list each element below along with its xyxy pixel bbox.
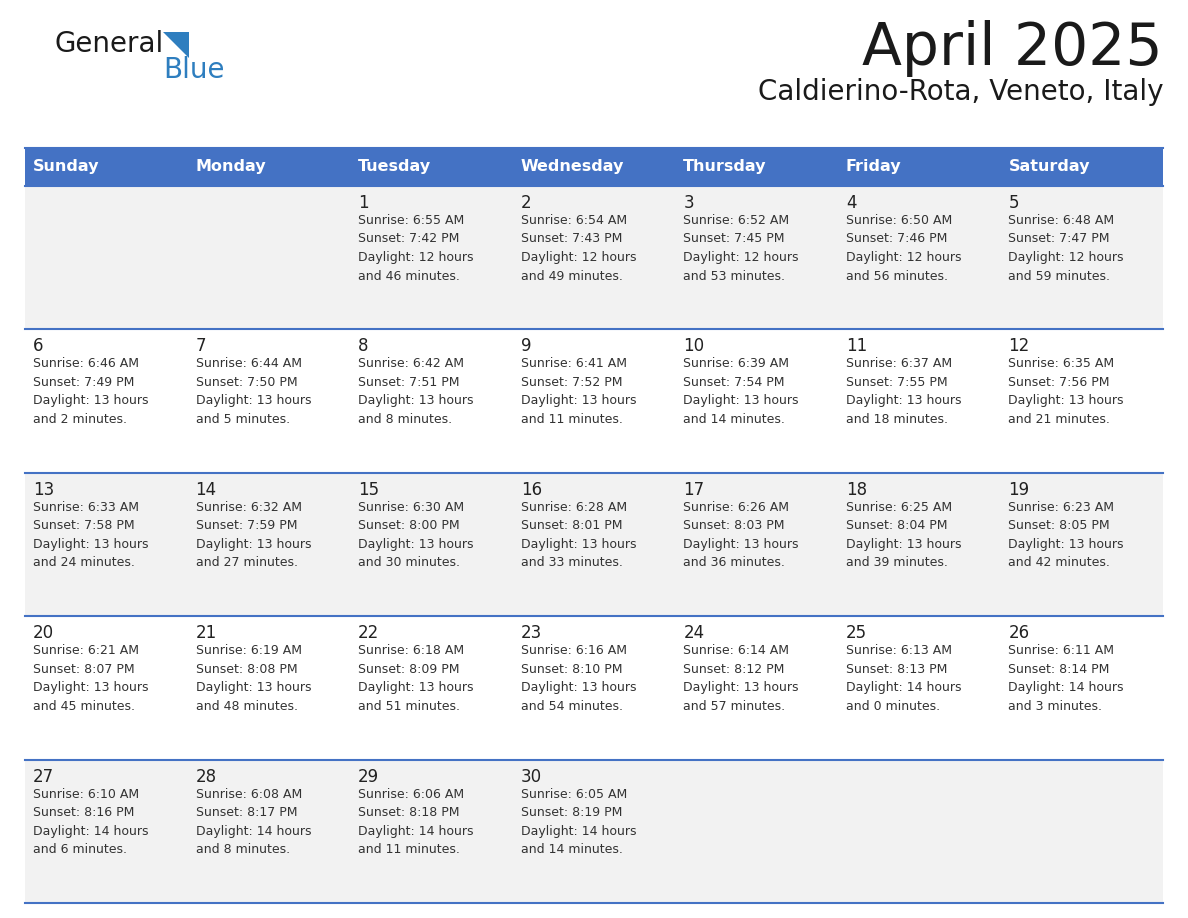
Text: Sunrise: 6:35 AM
Sunset: 7:56 PM
Daylight: 13 hours
and 21 minutes.: Sunrise: 6:35 AM Sunset: 7:56 PM Dayligh… <box>1009 357 1124 426</box>
Bar <box>25 616 1163 759</box>
Text: 25: 25 <box>846 624 867 643</box>
Text: Blue: Blue <box>163 56 225 84</box>
Text: 28: 28 <box>196 767 216 786</box>
Text: Sunrise: 6:19 AM
Sunset: 8:08 PM
Daylight: 13 hours
and 48 minutes.: Sunrise: 6:19 AM Sunset: 8:08 PM Dayligh… <box>196 644 311 712</box>
Text: Sunrise: 6:18 AM
Sunset: 8:09 PM
Daylight: 13 hours
and 51 minutes.: Sunrise: 6:18 AM Sunset: 8:09 PM Dayligh… <box>358 644 474 712</box>
Text: 4: 4 <box>846 194 857 212</box>
Text: 24: 24 <box>683 624 704 643</box>
Text: Sunrise: 6:13 AM
Sunset: 8:13 PM
Daylight: 14 hours
and 0 minutes.: Sunrise: 6:13 AM Sunset: 8:13 PM Dayligh… <box>846 644 961 712</box>
Text: 27: 27 <box>33 767 55 786</box>
Text: 2: 2 <box>520 194 531 212</box>
Text: Sunrise: 6:42 AM
Sunset: 7:51 PM
Daylight: 13 hours
and 8 minutes.: Sunrise: 6:42 AM Sunset: 7:51 PM Dayligh… <box>358 357 474 426</box>
Text: Sunrise: 6:33 AM
Sunset: 7:58 PM
Daylight: 13 hours
and 24 minutes.: Sunrise: 6:33 AM Sunset: 7:58 PM Dayligh… <box>33 501 148 569</box>
Text: Sunrise: 6:55 AM
Sunset: 7:42 PM
Daylight: 12 hours
and 46 minutes.: Sunrise: 6:55 AM Sunset: 7:42 PM Dayligh… <box>358 214 474 283</box>
Text: 8: 8 <box>358 338 368 355</box>
Text: Sunrise: 6:26 AM
Sunset: 8:03 PM
Daylight: 13 hours
and 36 minutes.: Sunrise: 6:26 AM Sunset: 8:03 PM Dayligh… <box>683 501 798 569</box>
Text: 5: 5 <box>1009 194 1019 212</box>
Text: Sunrise: 6:14 AM
Sunset: 8:12 PM
Daylight: 13 hours
and 57 minutes.: Sunrise: 6:14 AM Sunset: 8:12 PM Dayligh… <box>683 644 798 712</box>
Text: General: General <box>55 30 164 58</box>
Text: Sunrise: 6:44 AM
Sunset: 7:50 PM
Daylight: 13 hours
and 5 minutes.: Sunrise: 6:44 AM Sunset: 7:50 PM Dayligh… <box>196 357 311 426</box>
Text: Tuesday: Tuesday <box>358 160 431 174</box>
Text: 9: 9 <box>520 338 531 355</box>
Text: Sunrise: 6:08 AM
Sunset: 8:17 PM
Daylight: 14 hours
and 8 minutes.: Sunrise: 6:08 AM Sunset: 8:17 PM Dayligh… <box>196 788 311 856</box>
Text: Sunrise: 6:05 AM
Sunset: 8:19 PM
Daylight: 14 hours
and 14 minutes.: Sunrise: 6:05 AM Sunset: 8:19 PM Dayligh… <box>520 788 637 856</box>
Text: Sunrise: 6:46 AM
Sunset: 7:49 PM
Daylight: 13 hours
and 2 minutes.: Sunrise: 6:46 AM Sunset: 7:49 PM Dayligh… <box>33 357 148 426</box>
Text: 12: 12 <box>1009 338 1030 355</box>
Text: 7: 7 <box>196 338 206 355</box>
Polygon shape <box>163 32 189 58</box>
Text: Sunrise: 6:30 AM
Sunset: 8:00 PM
Daylight: 13 hours
and 30 minutes.: Sunrise: 6:30 AM Sunset: 8:00 PM Dayligh… <box>358 501 474 569</box>
Bar <box>25 473 1163 616</box>
Bar <box>25 330 1163 473</box>
Text: 21: 21 <box>196 624 217 643</box>
Text: Sunrise: 6:10 AM
Sunset: 8:16 PM
Daylight: 14 hours
and 6 minutes.: Sunrise: 6:10 AM Sunset: 8:16 PM Dayligh… <box>33 788 148 856</box>
Text: April 2025: April 2025 <box>862 20 1163 77</box>
Text: Sunrise: 6:25 AM
Sunset: 8:04 PM
Daylight: 13 hours
and 39 minutes.: Sunrise: 6:25 AM Sunset: 8:04 PM Dayligh… <box>846 501 961 569</box>
Text: 18: 18 <box>846 481 867 498</box>
Text: Sunrise: 6:41 AM
Sunset: 7:52 PM
Daylight: 13 hours
and 11 minutes.: Sunrise: 6:41 AM Sunset: 7:52 PM Dayligh… <box>520 357 637 426</box>
Text: 20: 20 <box>33 624 55 643</box>
Text: 10: 10 <box>683 338 704 355</box>
Text: 30: 30 <box>520 767 542 786</box>
Text: 17: 17 <box>683 481 704 498</box>
Text: 29: 29 <box>358 767 379 786</box>
Bar <box>25 759 1163 903</box>
Text: Sunrise: 6:32 AM
Sunset: 7:59 PM
Daylight: 13 hours
and 27 minutes.: Sunrise: 6:32 AM Sunset: 7:59 PM Dayligh… <box>196 501 311 569</box>
Text: Sunrise: 6:50 AM
Sunset: 7:46 PM
Daylight: 12 hours
and 56 minutes.: Sunrise: 6:50 AM Sunset: 7:46 PM Dayligh… <box>846 214 961 283</box>
Text: Monday: Monday <box>196 160 266 174</box>
Text: Sunrise: 6:48 AM
Sunset: 7:47 PM
Daylight: 12 hours
and 59 minutes.: Sunrise: 6:48 AM Sunset: 7:47 PM Dayligh… <box>1009 214 1124 283</box>
Text: 26: 26 <box>1009 624 1030 643</box>
Text: Caldierino-Rota, Veneto, Italy: Caldierino-Rota, Veneto, Italy <box>758 78 1163 106</box>
Text: 6: 6 <box>33 338 44 355</box>
Text: Sunrise: 6:37 AM
Sunset: 7:55 PM
Daylight: 13 hours
and 18 minutes.: Sunrise: 6:37 AM Sunset: 7:55 PM Dayligh… <box>846 357 961 426</box>
Text: Sunrise: 6:54 AM
Sunset: 7:43 PM
Daylight: 12 hours
and 49 minutes.: Sunrise: 6:54 AM Sunset: 7:43 PM Dayligh… <box>520 214 637 283</box>
Text: 14: 14 <box>196 481 216 498</box>
Text: Sunrise: 6:52 AM
Sunset: 7:45 PM
Daylight: 12 hours
and 53 minutes.: Sunrise: 6:52 AM Sunset: 7:45 PM Dayligh… <box>683 214 798 283</box>
Text: Sunrise: 6:28 AM
Sunset: 8:01 PM
Daylight: 13 hours
and 33 minutes.: Sunrise: 6:28 AM Sunset: 8:01 PM Dayligh… <box>520 501 637 569</box>
Text: Sunday: Sunday <box>33 160 100 174</box>
Text: Sunrise: 6:11 AM
Sunset: 8:14 PM
Daylight: 14 hours
and 3 minutes.: Sunrise: 6:11 AM Sunset: 8:14 PM Dayligh… <box>1009 644 1124 712</box>
Text: 11: 11 <box>846 338 867 355</box>
Text: 16: 16 <box>520 481 542 498</box>
Text: Saturday: Saturday <box>1009 160 1089 174</box>
Text: 23: 23 <box>520 624 542 643</box>
Text: 1: 1 <box>358 194 368 212</box>
Text: Thursday: Thursday <box>683 160 766 174</box>
Text: 13: 13 <box>33 481 55 498</box>
Text: Sunrise: 6:21 AM
Sunset: 8:07 PM
Daylight: 13 hours
and 45 minutes.: Sunrise: 6:21 AM Sunset: 8:07 PM Dayligh… <box>33 644 148 712</box>
Text: Sunrise: 6:16 AM
Sunset: 8:10 PM
Daylight: 13 hours
and 54 minutes.: Sunrise: 6:16 AM Sunset: 8:10 PM Dayligh… <box>520 644 637 712</box>
Text: Sunrise: 6:23 AM
Sunset: 8:05 PM
Daylight: 13 hours
and 42 minutes.: Sunrise: 6:23 AM Sunset: 8:05 PM Dayligh… <box>1009 501 1124 569</box>
Bar <box>25 186 1163 330</box>
Text: Sunrise: 6:06 AM
Sunset: 8:18 PM
Daylight: 14 hours
and 11 minutes.: Sunrise: 6:06 AM Sunset: 8:18 PM Dayligh… <box>358 788 474 856</box>
Text: 19: 19 <box>1009 481 1030 498</box>
Text: Sunrise: 6:39 AM
Sunset: 7:54 PM
Daylight: 13 hours
and 14 minutes.: Sunrise: 6:39 AM Sunset: 7:54 PM Dayligh… <box>683 357 798 426</box>
Text: Friday: Friday <box>846 160 902 174</box>
Text: 22: 22 <box>358 624 379 643</box>
Text: 3: 3 <box>683 194 694 212</box>
Text: 15: 15 <box>358 481 379 498</box>
Text: Wednesday: Wednesday <box>520 160 624 174</box>
Bar <box>25 148 1163 186</box>
